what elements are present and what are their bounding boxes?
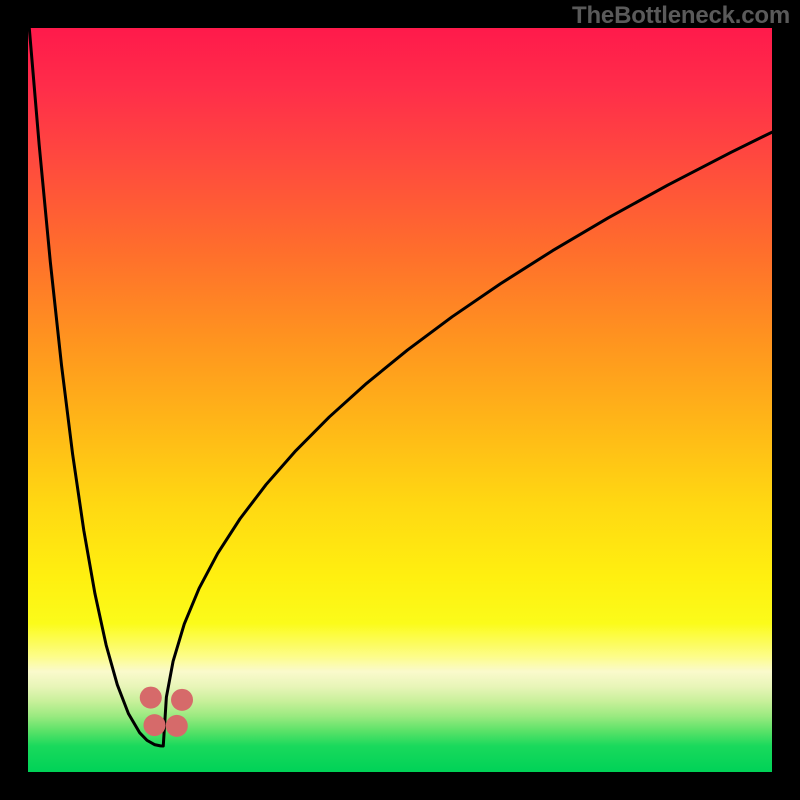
plot-area	[28, 13, 772, 772]
bottleneck-chart-svg	[0, 0, 800, 800]
watermark-text: TheBottleneck.com	[572, 2, 790, 30]
minimum-marker	[140, 687, 162, 709]
minimum-marker	[171, 689, 193, 711]
minimum-marker	[166, 715, 188, 737]
minimum-marker	[143, 714, 165, 736]
chart-frame: TheBottleneck.com	[0, 0, 800, 800]
gradient-background	[28, 28, 772, 772]
